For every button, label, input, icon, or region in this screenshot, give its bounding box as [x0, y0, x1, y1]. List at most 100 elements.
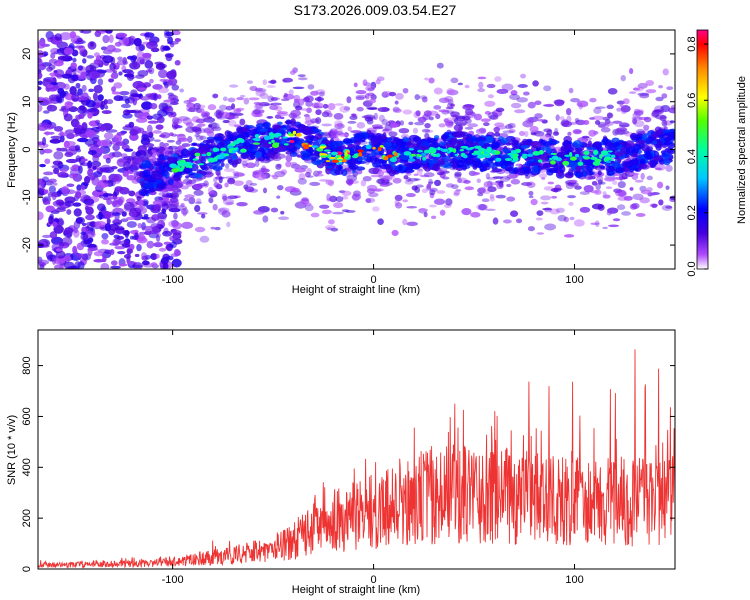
spectrogram-cell	[275, 163, 282, 170]
spectrogram-cell	[633, 120, 645, 128]
spectrogram-cell	[608, 224, 620, 228]
spectrogram-cell	[599, 165, 606, 170]
spectrogram-cell	[206, 131, 215, 137]
spectrogram-cell	[72, 202, 82, 207]
spectrogram-cell	[364, 117, 374, 122]
spectrogram-cell	[434, 179, 442, 187]
spectrogram-cell	[543, 85, 552, 92]
spectrogram-cell	[377, 218, 384, 225]
spectrogram-cell	[494, 76, 502, 82]
spectrogram-cell	[218, 176, 223, 184]
spectrogram-cell	[552, 155, 559, 161]
spectrogram-cell	[402, 199, 409, 203]
spectrogram-cell	[365, 197, 376, 203]
spectrogram-cell	[450, 111, 460, 118]
spectrogram-cell	[266, 85, 277, 88]
spectrogram-cell	[118, 263, 128, 267]
spectrogram-cell	[61, 185, 70, 195]
spectrogram-cell	[112, 173, 123, 182]
spectrogram-cell	[304, 171, 311, 178]
spectrogram-cell	[383, 156, 389, 161]
spectrogram-cell	[100, 164, 112, 173]
spectrogram-cell	[66, 209, 72, 215]
spectrogram-cell	[455, 122, 467, 127]
spectrogram-cell	[274, 114, 282, 119]
spectrogram-cell	[226, 221, 231, 228]
spectrogram-cell	[606, 104, 614, 110]
spectrogram-cell	[656, 181, 664, 189]
spectrogram-cell	[473, 150, 479, 155]
spectrogram-cell	[559, 165, 566, 173]
spectrogram-cell	[92, 155, 100, 163]
spectrogram-cell	[650, 192, 660, 196]
spectrogram-cell	[536, 210, 544, 216]
spectrogram-cell	[635, 213, 646, 217]
spectrogram-cell	[168, 220, 179, 228]
spectrogram-cell	[347, 144, 355, 149]
spectrogram-cell	[280, 210, 285, 215]
spectrogram-cell	[533, 130, 545, 137]
spectrogram-cell	[668, 107, 675, 114]
spectrogram-cell	[194, 133, 200, 138]
spectrogram-cell	[643, 124, 650, 131]
spectrogram-cell	[554, 99, 565, 107]
spectrogram-cell	[39, 163, 46, 168]
spectrogram-cell	[123, 204, 135, 212]
spectrogram-cell	[163, 161, 169, 167]
spectrogram-cell	[441, 134, 448, 140]
spectrogram-cell	[365, 85, 376, 92]
spectrogram-cell	[144, 32, 155, 38]
spectrogram-cell	[175, 205, 188, 211]
spectrogram-cell	[227, 177, 236, 185]
spectrogram-cell	[538, 159, 543, 163]
spectrogram-cell	[93, 171, 103, 178]
spectrogram-cell	[233, 140, 240, 145]
spectrogram-cell	[403, 151, 412, 156]
spectrogram-cell	[518, 130, 525, 137]
spectrogram-cell	[365, 144, 372, 150]
spectrogram-cell	[559, 116, 565, 121]
spectrogram-cell	[143, 181, 155, 189]
spectrogram-cell	[109, 62, 116, 71]
spectrogram-cell	[158, 87, 169, 94]
spectrogram-cell	[166, 156, 175, 162]
spectrogram-cell	[137, 87, 147, 91]
spectrogram-cell	[588, 129, 597, 137]
spectrogram-cell	[182, 178, 193, 185]
spectrogram-cell	[330, 227, 339, 232]
spectrogram-cell	[522, 153, 528, 156]
spectrogram-cell	[607, 88, 618, 95]
spectrogram-cell	[218, 110, 225, 116]
spectrogram-cell	[355, 96, 365, 101]
spectrogram-cell	[123, 253, 132, 259]
spectrogram-cell	[298, 173, 306, 180]
spectrogram-cell	[73, 249, 78, 255]
spectrogram-cell	[115, 225, 125, 235]
spectrogram-cell	[93, 52, 100, 58]
spectrogram-cell	[45, 31, 54, 40]
spectrogram-cell	[74, 144, 81, 151]
spectrogram-cell	[116, 60, 129, 66]
spectrogram-cell	[146, 216, 156, 224]
spectrogram-cell	[315, 109, 322, 116]
spectrogram-cell	[661, 153, 671, 158]
spectrogram-cell	[551, 195, 558, 199]
spectrogram-cell	[92, 166, 97, 170]
spectrogram-cell	[114, 186, 124, 192]
spectrogram-cell	[110, 265, 122, 269]
spectrogram-cell	[220, 147, 227, 152]
spectrogram-cell	[158, 102, 169, 111]
spectrogram-cell	[101, 110, 112, 115]
spectrogram-cell	[449, 158, 459, 164]
spectrogram-cell	[639, 93, 650, 99]
spectrogram-cell	[617, 196, 628, 201]
spectrogram-cell	[486, 176, 498, 180]
spectrogram-cell	[141, 160, 152, 169]
spectrogram-cell	[487, 94, 495, 99]
spectrogram-cell	[100, 262, 110, 269]
y-tick-label: -20	[21, 237, 33, 253]
spectrogram-cell	[59, 32, 72, 41]
spectrogram-cell	[583, 151, 590, 155]
spectrogram-cell	[222, 96, 228, 102]
